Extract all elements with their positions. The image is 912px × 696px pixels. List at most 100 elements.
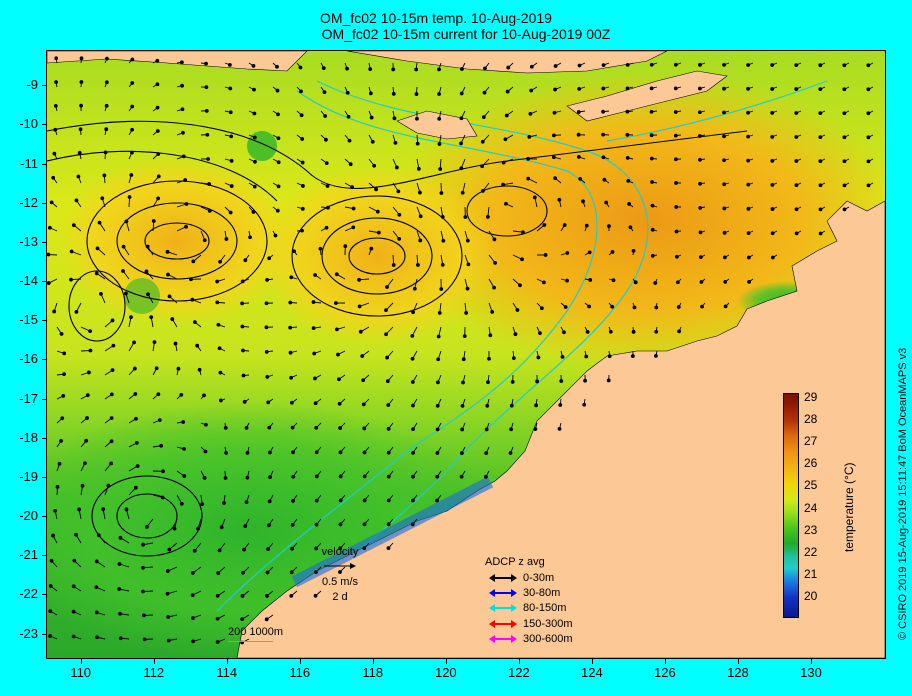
current-vector-head — [770, 158, 775, 163]
current-vector-head — [155, 105, 160, 110]
longitude-label: 128 — [727, 665, 749, 680]
current-vector-head — [311, 300, 316, 304]
current-vector-head — [290, 546, 295, 551]
current-vector-head — [181, 130, 185, 135]
latitude-tick — [42, 594, 46, 596]
current-vector-head — [218, 398, 223, 403]
current-vector-head — [649, 156, 654, 161]
current-vector-head — [313, 273, 318, 277]
current-vector-head — [462, 334, 467, 339]
current-vector-head — [842, 159, 847, 164]
current-vector-head — [95, 635, 99, 640]
colorbar-label: 21 — [804, 566, 818, 581]
current-vector-head — [553, 64, 558, 68]
current-vector-head — [460, 427, 465, 432]
current-vector-head — [673, 62, 678, 67]
latitude-label: -16 — [19, 351, 38, 367]
velocity-key: velocity 0.5 m/s 2 d — [305, 545, 375, 605]
current-vector-head — [251, 210, 256, 214]
coastal-cool-strip — [291, 476, 494, 588]
current-vector-head — [62, 351, 67, 356]
current-vector-head — [156, 196, 161, 201]
current-vector-head — [252, 135, 257, 140]
current-vector-head — [414, 67, 419, 72]
current-vector-head — [165, 249, 170, 254]
current-vector-head — [631, 248, 636, 253]
current-vector-head — [121, 269, 125, 273]
current-vector-head — [218, 259, 222, 264]
current-vector-head — [312, 351, 317, 356]
current-vector-head — [611, 278, 616, 283]
latitude-tick — [42, 359, 46, 361]
current-vector-head — [746, 134, 751, 139]
current-vector-head — [242, 399, 247, 404]
current-vector-head — [532, 195, 537, 200]
current-vector-head — [160, 495, 165, 500]
current-vector-head — [59, 331, 64, 336]
current-vector-head — [157, 418, 162, 423]
current-vector-head — [149, 315, 154, 320]
current-vector-head — [144, 269, 149, 274]
current-vector-head — [292, 249, 296, 254]
current-vector-head — [200, 502, 205, 507]
current-vector-head — [242, 547, 246, 552]
current-vector-head — [650, 253, 655, 258]
current-vector-head — [674, 205, 679, 209]
bathymetry-contour — [606, 80, 828, 142]
current-vector-head — [484, 451, 489, 455]
current-vector-head — [818, 87, 823, 92]
current-vector-head — [625, 62, 630, 67]
current-vector-head — [649, 109, 654, 114]
current-vector-head — [123, 291, 128, 296]
current-vector-head — [313, 570, 318, 575]
current-vector-head — [606, 378, 611, 383]
current-vector-head — [47, 281, 51, 285]
current-vector-head — [268, 450, 272, 455]
latitude-tick — [42, 516, 46, 518]
current-vector-head — [722, 255, 727, 260]
current-vector-head — [173, 341, 178, 346]
current-vector-head — [79, 56, 84, 61]
double-arrow-icon — [489, 573, 517, 582]
current-vector-head — [411, 450, 415, 455]
current-vector-head — [842, 87, 847, 92]
current-vector-head — [435, 403, 440, 408]
current-vector-head — [583, 378, 588, 383]
current-vector-head — [418, 238, 423, 243]
current-vector-head — [770, 110, 775, 115]
current-vector-head — [369, 115, 374, 120]
current-vector-head — [411, 310, 415, 315]
current-vector-head — [88, 348, 93, 353]
current-vector-head — [224, 450, 229, 455]
current-vector-head — [700, 304, 704, 309]
current-vector-head — [77, 150, 82, 155]
current-vector-head — [533, 427, 538, 431]
current-vector-head — [275, 88, 280, 93]
current-vector-head — [654, 305, 659, 310]
current-vector-head — [127, 195, 132, 199]
latitude-label: -23 — [19, 625, 38, 641]
current-vector-head — [48, 609, 53, 614]
current-vector-head — [582, 402, 587, 407]
current-vector-head — [71, 584, 76, 589]
current-vector-head — [102, 173, 107, 178]
current-vector-head — [435, 427, 440, 432]
current-vector-head — [482, 90, 487, 95]
current-vector-head — [172, 526, 177, 531]
current-vector-head — [746, 63, 751, 67]
current-vector-head — [722, 134, 726, 139]
land-nusa-tenggara — [346, 51, 668, 74]
temperature-current-map[interactable] — [46, 50, 886, 659]
current-vector-head — [94, 610, 99, 615]
current-vector-head — [414, 92, 419, 96]
colorbar-label: 22 — [804, 544, 818, 559]
current-vector-head — [291, 450, 296, 455]
current-vector-head — [181, 154, 186, 159]
velocity-key-arrow — [305, 560, 375, 575]
current-vector-head — [558, 403, 563, 407]
bathymetry-contour — [216, 90, 598, 612]
longitude-tick — [299, 659, 301, 664]
current-vector-head — [677, 329, 682, 334]
current-vector-head — [633, 280, 638, 285]
adcp-key-label: 80-150m — [523, 602, 567, 615]
